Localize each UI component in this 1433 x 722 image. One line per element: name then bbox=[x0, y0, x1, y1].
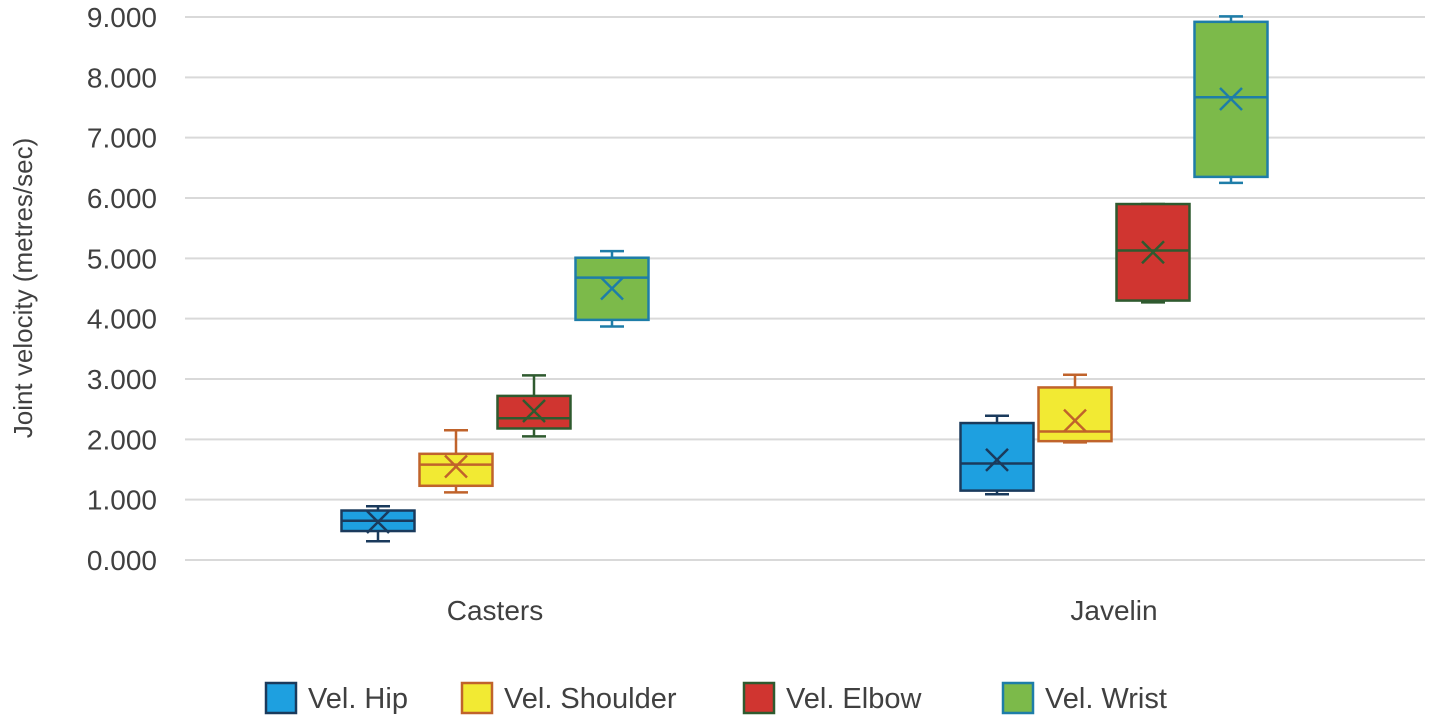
x-axis-category-labels: Casters Javelin bbox=[447, 595, 1158, 626]
y-tick-label: 4.000 bbox=[87, 304, 157, 335]
legend-label: Vel. Hip bbox=[308, 683, 408, 715]
mean-marker bbox=[985, 447, 1009, 472]
legend-swatch bbox=[742, 681, 776, 715]
y-axis-title: Joint velocity (metres/sec) bbox=[8, 138, 38, 439]
mean-marker bbox=[1141, 240, 1165, 265]
gridlines bbox=[185, 16, 1425, 561]
iqr-box bbox=[959, 421, 1035, 492]
mean-marker bbox=[1063, 408, 1087, 433]
y-tick-label: 9.000 bbox=[87, 2, 157, 33]
box-vel-hip-javelin bbox=[959, 414, 1035, 496]
box-vel-wrist-javelin bbox=[1193, 15, 1269, 185]
legend-swatch bbox=[1001, 681, 1035, 715]
box-series bbox=[340, 15, 1269, 543]
legend-item: Vel. Hip bbox=[264, 681, 408, 715]
box-vel-elbow-casters bbox=[496, 374, 572, 438]
y-tick-label: 3.000 bbox=[87, 364, 157, 395]
y-tick-label: 5.000 bbox=[87, 243, 157, 274]
mean-marker bbox=[444, 454, 468, 479]
box-vel-wrist-casters bbox=[574, 249, 650, 328]
x-category-label: Javelin bbox=[1070, 595, 1157, 626]
y-tick-label: 8.000 bbox=[87, 62, 157, 93]
mean-marker bbox=[600, 276, 624, 301]
mean-marker bbox=[366, 510, 390, 534]
y-tick-label: 1.000 bbox=[87, 485, 157, 516]
mean-marker bbox=[522, 399, 546, 423]
x-category-label: Casters bbox=[447, 595, 543, 626]
y-tick-label: 7.000 bbox=[87, 123, 157, 154]
legend-label: Vel. Wrist bbox=[1045, 683, 1167, 715]
y-tick-label: 0.000 bbox=[87, 545, 157, 576]
legend: Vel. Hip Vel. Shoulder Vel. Elbow Vel. Wris… bbox=[264, 681, 1167, 715]
legend-label: Vel. Elbow bbox=[786, 683, 922, 715]
y-tick-label: 6.000 bbox=[87, 183, 157, 214]
legend-label: Vel. Shoulder bbox=[504, 683, 677, 715]
box-vel-shoulder-casters bbox=[418, 429, 494, 494]
legend-swatch bbox=[264, 681, 298, 715]
legend-item: Vel. Elbow bbox=[742, 681, 922, 715]
box-vel-hip-casters bbox=[340, 505, 416, 543]
box-vel-elbow-javelin bbox=[1115, 202, 1191, 304]
y-tick-label: 2.000 bbox=[87, 424, 157, 455]
mean-marker bbox=[1219, 87, 1243, 111]
legend-swatch bbox=[460, 681, 494, 715]
y-axis-tick-labels: 0.000 1.000 2.000 3.000 4.000 5.000 6.000 7.000… bbox=[87, 2, 157, 576]
box-vel-shoulder-javelin bbox=[1037, 373, 1113, 444]
iqr-box bbox=[1037, 386, 1113, 443]
legend-item: Vel. Shoulder bbox=[460, 681, 677, 715]
iqr-box bbox=[418, 452, 494, 488]
legend-item: Vel. Wrist bbox=[1001, 681, 1167, 715]
